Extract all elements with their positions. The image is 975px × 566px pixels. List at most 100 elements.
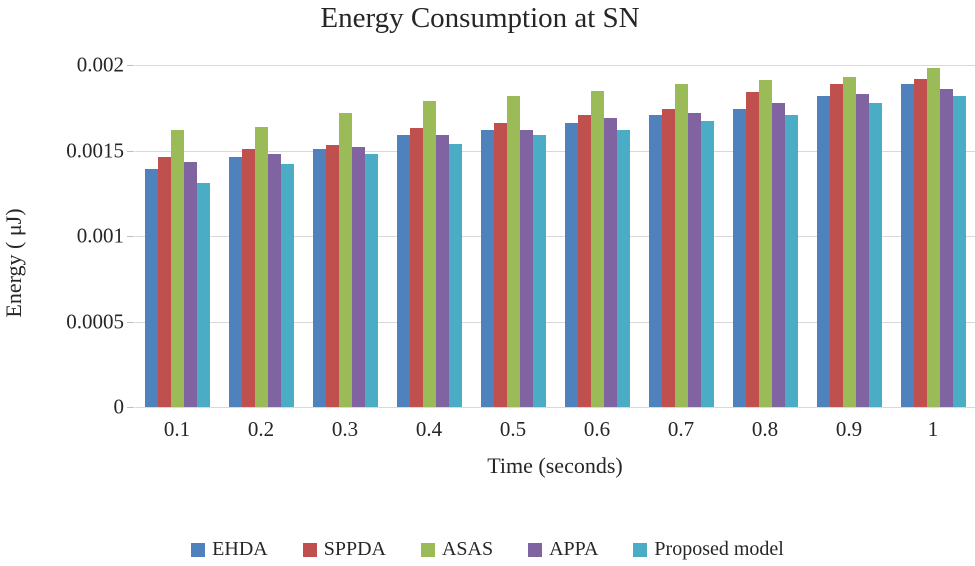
y-tickmark [127,150,134,152]
legend-swatch-icon [528,542,543,557]
bar-sppda [829,83,843,407]
bar-group-0.1 [135,65,219,407]
bar-asas [842,76,856,407]
bar-proposed-model [196,183,210,407]
bar-group-0.2 [219,65,303,407]
bar-asas [254,126,268,407]
y-axis-tick-labels: 0 0.0005 0.001 0.0015 0.002 [0,53,124,419]
bar-appa [855,94,869,407]
bar-ehda [312,148,326,407]
bar-proposed-model [784,114,798,407]
x-tick-label: 0.7 [667,417,695,441]
gridline [135,65,975,66]
bar-appa [435,135,449,407]
y-tick-label: 0.0015 [66,138,124,162]
legend-item-ehda: EHDA [191,538,268,561]
bar-appa [519,129,533,407]
legend-swatch-icon [191,542,206,557]
bar-appa [939,88,953,407]
legend-label: Proposed model [654,538,784,560]
bar-group-0.9 [807,65,891,407]
bar-group-0.7 [639,65,723,407]
bar-group-0.6 [555,65,639,407]
bar-sppda [745,92,759,407]
bar-asas [590,90,604,407]
bar-appa [687,112,701,407]
bar-sppda [409,128,423,407]
bar-appa [603,118,617,407]
bar-ehda [900,83,914,407]
y-tickmark [127,236,134,237]
bar-asas [926,68,940,407]
bar-proposed-model [532,135,546,407]
bar-group-0.3 [303,65,387,407]
y-tick-label: 0.0005 [66,309,124,333]
x-tick-label: 0.4 [415,417,443,441]
bar-sppda [577,114,591,407]
bar-group-0.5 [471,65,555,407]
bar-proposed-model [616,129,630,407]
y-tickmark [127,65,134,66]
legend-label: ASAS [441,538,494,560]
y-tick-label: 0.002 [76,52,124,77]
gridline [135,407,975,408]
legend-item-sppda: SPPDA [302,538,386,561]
chart-legend: EHDA SPPDA ASAS APPA Proposed model [0,538,975,561]
plot-area [127,65,975,408]
y-tick-label: 0 [113,394,125,419]
bar-ehda [648,114,662,407]
legend-item-proposed-model: Proposed model [633,538,784,561]
bar-asas [674,83,688,407]
bar-asas [170,129,184,407]
x-tick-label: 0.9 [835,417,863,441]
legend-label: APPA [549,538,599,560]
x-tick-label: 0.3 [331,417,359,441]
bar-proposed-model [280,164,294,407]
bar-proposed-model [700,121,714,407]
bar-sppda [157,157,171,407]
bar-ehda [228,157,242,407]
bar-group-0.4 [387,65,471,407]
x-axis-title: Time (seconds) [487,453,623,478]
x-tick-label: 1 [927,417,939,441]
bar-asas [758,80,772,407]
x-tick-label: 0.2 [247,417,275,441]
bar-proposed-model [448,143,462,407]
gridline [135,236,975,237]
bar-group-0.8 [723,65,807,407]
bar-ehda [564,123,578,407]
legend-label: SPPDA [323,538,386,560]
bar-asas [422,100,436,407]
bar-ehda [816,95,830,407]
bar-asas [506,95,520,407]
y-tick-label: 0.001 [76,223,124,248]
bar-proposed-model [952,95,966,407]
bar-asas [338,112,352,407]
legend-swatch-icon [302,542,317,557]
bar-sppda [241,148,255,407]
bar-ehda [396,135,410,407]
x-tick-label: 0.8 [751,417,779,441]
x-tick-label: 0.1 [163,417,191,441]
bar-ehda [480,129,494,407]
bar-sppda [913,78,927,407]
gridline [135,150,975,152]
x-tick-label: 0.6 [583,417,611,441]
bar-sppda [661,109,675,407]
bar-appa [267,153,281,407]
legend-swatch-icon [633,542,648,557]
x-axis-tick-labels: 0.1 0.2 0.3 0.4 0.5 0.6 0.7 0.8 0.9 1 [135,417,975,445]
bar-proposed-model [868,102,882,407]
y-tickmark [127,407,134,408]
bar-ehda [732,109,746,407]
bar-sppda [493,123,507,407]
bar-appa [771,102,785,407]
bar-appa [183,162,197,407]
x-tick-label: 0.5 [499,417,527,441]
bar-group-1 [891,65,975,407]
y-tickmark [127,321,134,323]
bar-appa [351,147,365,407]
legend-label: EHDA [212,538,268,560]
bar-ehda [144,169,158,407]
